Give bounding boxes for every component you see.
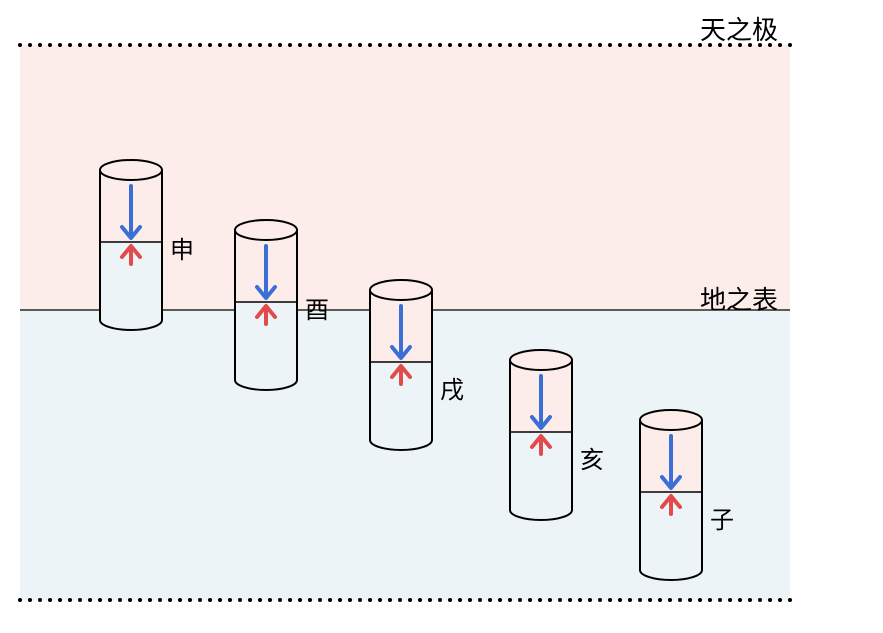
cylinder-label-4: 子 bbox=[710, 500, 734, 535]
ground-surface-label: 地之表 bbox=[700, 280, 778, 317]
top-limit-label: 天之极 bbox=[700, 10, 778, 47]
cylinder-label-3: 亥 bbox=[580, 440, 604, 475]
cylinder-label-2: 戌 bbox=[440, 370, 464, 405]
cylinder-label-1: 酉 bbox=[305, 290, 329, 325]
cylinder-label-0: 申 bbox=[170, 230, 194, 265]
